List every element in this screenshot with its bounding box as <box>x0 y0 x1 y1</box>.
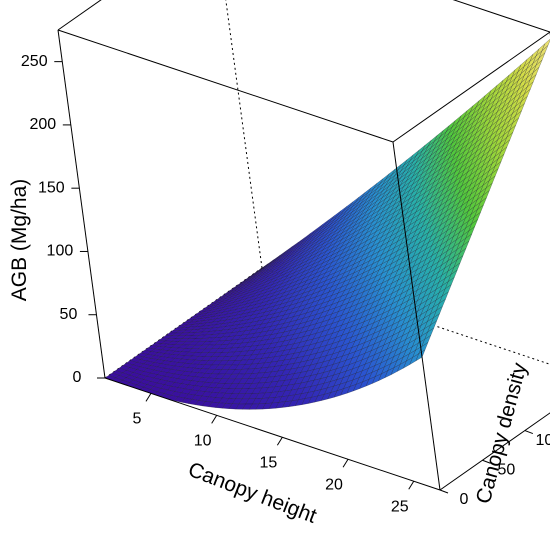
y-axis-tick <box>524 430 534 435</box>
z-axis-tick-label: 50 <box>60 306 78 323</box>
box-edge <box>392 141 441 491</box>
surface-mesh <box>104 38 550 410</box>
z-axis-tick-label: 100 <box>47 243 74 260</box>
box-edge <box>57 29 394 143</box>
box-edge <box>57 29 106 379</box>
box-edge <box>225 0 263 269</box>
box-edge <box>392 31 550 143</box>
x-axis-tick-label: 20 <box>325 476 343 493</box>
x-axis-tick-label: 25 <box>391 498 409 515</box>
box-edge <box>452 0 550 33</box>
x-axis-title: Canopy height <box>185 458 320 528</box>
x-axis-tick <box>342 458 349 468</box>
z-axis-tick-label: 200 <box>29 116 56 133</box>
x-axis-tick <box>276 437 283 446</box>
z-axis-title: AGB (Mg/ha) <box>8 179 31 302</box>
box-edge <box>104 377 441 491</box>
z-axis-tick-label: 0 <box>73 369 82 386</box>
x-axis-tick-label: 15 <box>259 455 277 472</box>
y-axis-tick-label: 50 <box>498 461 516 478</box>
y-axis-tick-label: 100 <box>536 432 550 449</box>
box-front-edges <box>57 0 550 491</box>
x-axis-tick <box>145 393 152 402</box>
x-axis-tick-label: 5 <box>133 411 142 428</box>
x-axis-tick <box>211 415 218 424</box>
x-axis-tick <box>408 480 415 490</box>
y-axis-title: Canopy density <box>472 360 532 506</box>
y-axis-tick-label: 0 <box>460 491 469 508</box>
box-edge <box>439 412 550 491</box>
y-axis-tick <box>482 459 491 464</box>
y-axis-tick <box>439 489 449 494</box>
surface-facet <box>415 349 426 362</box>
x-axis-tick-label: 10 <box>194 433 212 450</box>
z-axis-tick-label: 150 <box>38 179 65 196</box>
z-axis-tick-label: 250 <box>21 53 48 70</box>
box-edge <box>57 0 102 31</box>
axes: 050100150200250510152025050100150 <box>21 53 550 516</box>
